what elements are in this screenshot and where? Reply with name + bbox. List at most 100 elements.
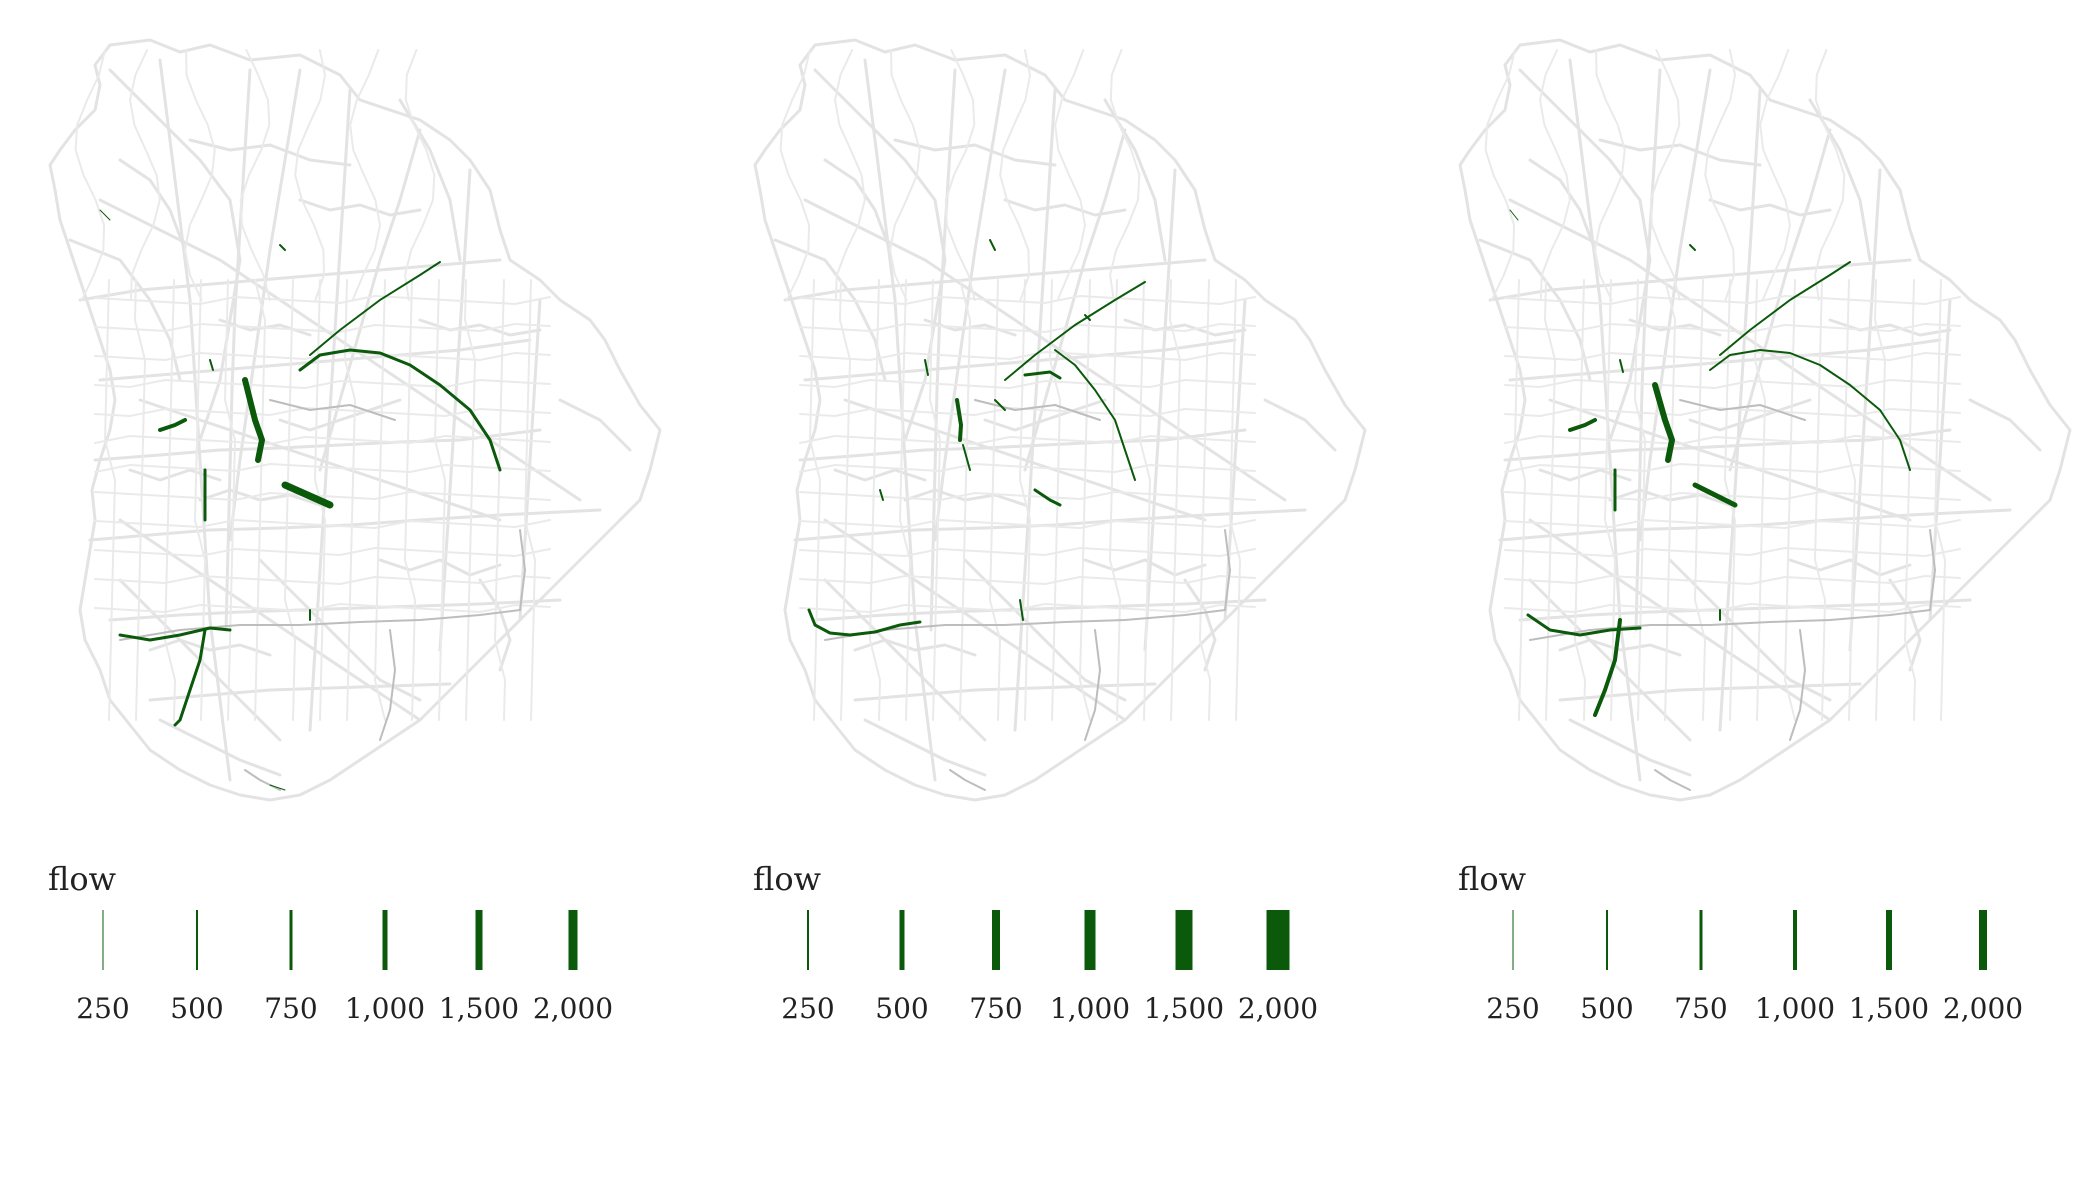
road-segment [1808, 98, 1872, 262]
road-segment [404, 279, 416, 721]
flow-segment [1652, 382, 1675, 463]
road-segment [188, 138, 352, 167]
road-segment [1539, 49, 1571, 301]
legend-bar [1979, 910, 1987, 970]
road-segment [1504, 463, 1961, 473]
road-segment [148, 682, 452, 702]
legend-item: 500 [1562, 910, 1652, 1025]
legend-label: 500 [875, 992, 929, 1025]
road-segment [1504, 491, 1961, 501]
road-segment [434, 279, 446, 721]
legend-title: flow [1458, 860, 1526, 898]
road-segment [959, 279, 971, 721]
road-segment [464, 279, 476, 721]
legend-label: 2,000 [1237, 992, 1319, 1025]
road-segment [1788, 558, 1912, 577]
legend-item: 1,500 [434, 910, 524, 1025]
road-segment [1968, 398, 2042, 452]
road-segment [108, 598, 562, 622]
road-segment [834, 49, 866, 301]
road-segment [94, 295, 551, 305]
road-segment [1003, 198, 1127, 217]
road-segment-grey [379, 629, 396, 741]
road-segment [1634, 279, 1646, 721]
road-segment [418, 318, 542, 337]
flow-segment [1689, 244, 1696, 251]
road-segment [129, 49, 161, 301]
flow-segment [994, 399, 1006, 411]
road-segment [224, 68, 252, 632]
legend-title: flow [753, 860, 821, 898]
road-segment-grey [1224, 529, 1231, 611]
road-segment [1183, 578, 1217, 672]
road-segment-grey [1679, 399, 1806, 421]
legend-bar [1084, 910, 1096, 970]
road-segment [773, 238, 887, 382]
legend-bar [289, 910, 293, 970]
legend-label: 250 [1486, 992, 1540, 1025]
road-segment [138, 398, 502, 522]
road-segment [1814, 49, 1846, 301]
road-segment [94, 547, 551, 557]
legend-label: 250 [781, 992, 835, 1025]
flow-segment [962, 444, 971, 471]
flow-overlay [99, 209, 502, 791]
road-segment [344, 279, 356, 721]
road-segment [1504, 295, 1961, 305]
road-segment [478, 578, 512, 672]
flow-segment [118, 626, 232, 642]
road-segment [1728, 128, 1832, 472]
road-segment [799, 519, 1256, 529]
road-segment [294, 49, 326, 301]
road-segment [1139, 279, 1151, 721]
legend-item: 250 [763, 910, 853, 1025]
road-segment [1488, 258, 1912, 302]
legend-label: 1,500 [1143, 992, 1225, 1025]
road-segment [94, 463, 551, 473]
road-segment [1103, 98, 1167, 262]
road-segment [869, 279, 881, 721]
road-segment [104, 279, 116, 721]
road-segment [378, 558, 502, 577]
legend-item: 1,500 [1844, 910, 1934, 1025]
road-segment [983, 398, 1107, 432]
flow-segment [279, 244, 286, 251]
road-segment [1888, 578, 1922, 672]
legend-item: 250 [1468, 910, 1558, 1025]
road-segment [1109, 279, 1121, 721]
road-segment-grey [1929, 529, 1936, 611]
road-segment [1558, 638, 1682, 657]
road-segment [254, 279, 266, 721]
road-segment [1634, 68, 1662, 632]
legend-bar [1266, 910, 1290, 970]
road-segment [799, 463, 1256, 473]
road-segment [1143, 168, 1177, 652]
legend-label: 500 [1580, 992, 1634, 1025]
flow-segment [924, 359, 929, 376]
road-segment [1083, 558, 1207, 577]
road-segment [803, 338, 1237, 382]
road-segment [1848, 168, 1882, 652]
road-segment [558, 398, 632, 452]
road-segment [374, 279, 386, 721]
road-segment [1934, 279, 1946, 721]
flow-segment [1084, 314, 1091, 321]
road-network-map-2 [753, 38, 1367, 802]
flow-segment [1019, 599, 1024, 621]
road-segment [1054, 49, 1086, 301]
road-segment [1504, 435, 1961, 445]
flow-segment [1568, 418, 1597, 432]
road-segment [799, 351, 1256, 361]
road-segment [799, 323, 1256, 333]
flow-segment [1509, 209, 1519, 221]
road-segment [164, 279, 176, 721]
road-segment [1708, 198, 1832, 217]
flow-segment [1709, 349, 1911, 471]
road-segment [1514, 279, 1526, 721]
road-network-map-1 [48, 38, 662, 802]
road-segment [1814, 279, 1826, 721]
flow-overlay [1509, 209, 1911, 717]
road-segment-grey [1529, 609, 1931, 641]
road-segment [779, 49, 811, 301]
road-segment [1598, 138, 1762, 167]
